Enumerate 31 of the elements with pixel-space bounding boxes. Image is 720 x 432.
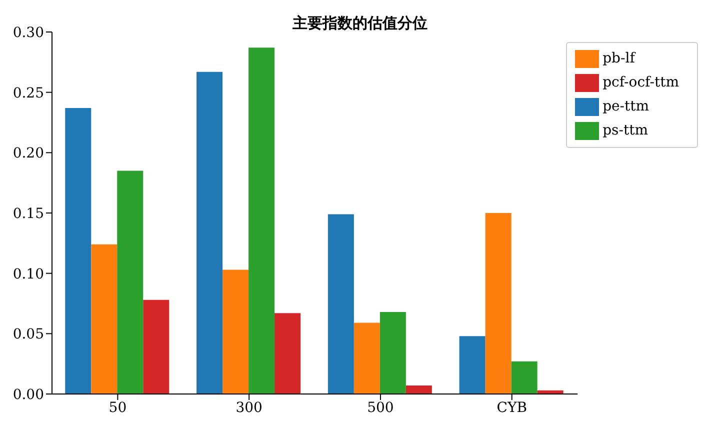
bar bbox=[274, 313, 301, 394]
x-tick-label: 500 bbox=[367, 400, 394, 416]
y-tick-label: 0.00 bbox=[12, 386, 44, 403]
y-tick-label: 0.15 bbox=[12, 206, 44, 222]
chart-title: 主要指数的估值分位 bbox=[292, 14, 428, 32]
y-tick-label: 0.25 bbox=[12, 85, 44, 102]
x-tick-label: CYB bbox=[496, 400, 527, 416]
bar bbox=[91, 244, 118, 394]
bar bbox=[406, 386, 432, 394]
bar bbox=[222, 270, 249, 394]
bar bbox=[248, 48, 275, 394]
bar bbox=[485, 213, 512, 394]
bar bbox=[354, 322, 380, 394]
bar bbox=[65, 108, 92, 394]
bar bbox=[117, 170, 144, 394]
legend-label: pb-lf bbox=[602, 50, 635, 67]
x-tick-label: 300 bbox=[236, 400, 262, 416]
legend-label: pe-ttm bbox=[602, 98, 650, 115]
bar bbox=[143, 300, 170, 394]
legend-label: pcf-ocf-ttm bbox=[602, 74, 679, 91]
legend-label: ps-ttm bbox=[602, 122, 648, 139]
bar bbox=[196, 72, 223, 394]
y-tick-label: 0.20 bbox=[12, 146, 44, 162]
y-tick-label: 0.30 bbox=[12, 24, 44, 41]
bar bbox=[511, 361, 538, 394]
bar bbox=[380, 312, 406, 394]
y-tick-label: 0.10 bbox=[12, 266, 44, 282]
bar bbox=[328, 214, 354, 394]
bar bbox=[459, 336, 486, 394]
x-tick-label: 50 bbox=[108, 400, 127, 416]
y-tick-label: 0.05 bbox=[12, 326, 44, 343]
